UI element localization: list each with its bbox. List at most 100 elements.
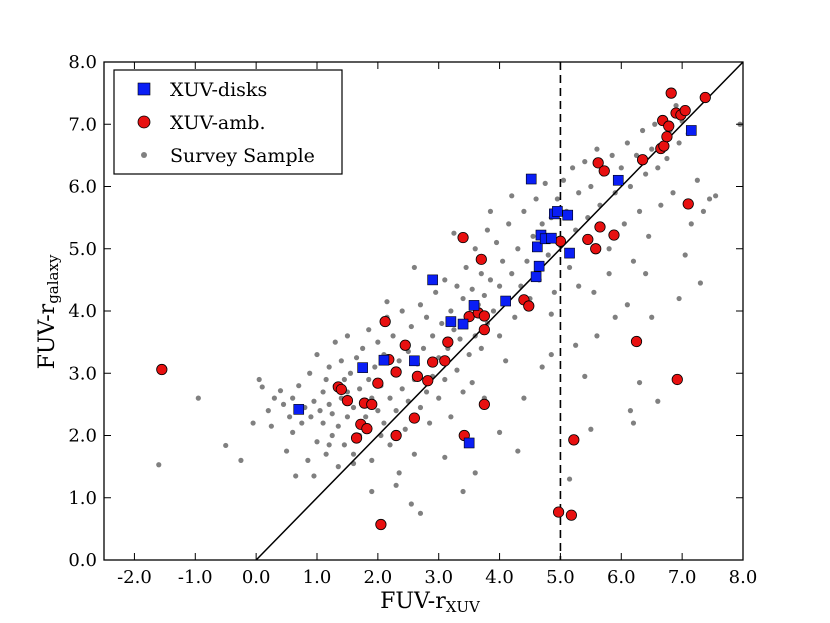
survey-point	[658, 202, 664, 208]
survey-point	[256, 376, 262, 383]
survey-point	[582, 373, 588, 379]
xuv-amb-point	[553, 506, 565, 518]
survey-point	[515, 246, 521, 252]
survey-series	[156, 102, 743, 516]
xuv-amb-point	[682, 198, 694, 210]
xuv-amb-point	[630, 335, 643, 348]
xuv-disks-point	[378, 354, 390, 366]
xuv-amb-point	[350, 432, 363, 444]
x-axis-title: FUV-rXUV	[380, 589, 481, 616]
x-tick-label: 8.0	[729, 567, 758, 588]
survey-point	[484, 227, 490, 233]
xuv-amb-point	[375, 518, 387, 531]
survey-point	[396, 470, 402, 476]
survey-point	[268, 423, 274, 429]
survey-point	[448, 414, 454, 420]
survey-point	[417, 510, 424, 516]
xuv-amb-point	[361, 423, 373, 435]
y-axis-title: FUV-rgalaxy	[35, 254, 62, 369]
survey-point	[439, 320, 445, 327]
xuv-amb-point	[442, 336, 454, 348]
xuv-amb-point	[661, 131, 673, 143]
legend-marker-survey	[141, 152, 147, 158]
survey-point	[521, 395, 527, 401]
survey-point	[670, 190, 676, 196]
survey-point	[341, 442, 347, 448]
survey-point	[496, 283, 503, 289]
survey-point	[627, 408, 634, 414]
survey-point	[299, 420, 305, 426]
xuv-amb-point	[475, 253, 487, 265]
survey-point	[496, 429, 503, 435]
survey-point	[353, 355, 360, 361]
survey-point	[387, 442, 393, 448]
xuv-disks-point	[532, 241, 543, 253]
survey-point	[624, 302, 630, 308]
survey-point	[360, 345, 366, 351]
survey-point	[594, 146, 600, 152]
xuv-amb-point	[592, 157, 604, 169]
survey-point	[329, 411, 335, 417]
survey-point	[363, 414, 369, 420]
survey-point	[341, 376, 347, 383]
survey-point	[259, 384, 265, 390]
xuv-disks-point	[468, 300, 480, 311]
survey-point	[381, 420, 387, 426]
survey-point	[411, 451, 417, 457]
x-tick-label: 7.0	[668, 567, 697, 588]
survey-point	[426, 420, 433, 426]
survey-point	[478, 271, 484, 277]
survey-point	[366, 327, 372, 333]
legend-marker-xuv-amb	[137, 115, 151, 129]
legend: XUV-disks XUV-amb. Survey Sample	[113, 69, 343, 175]
survey-point	[548, 311, 554, 317]
survey-point	[560, 177, 567, 183]
survey-point	[496, 333, 503, 339]
survey-point	[460, 295, 466, 302]
survey-point	[408, 501, 414, 507]
y-tick-label: 2.0	[68, 426, 97, 447]
survey-point	[448, 308, 454, 314]
xuv-amb-point	[411, 370, 424, 382]
xuv-disks-point	[357, 362, 368, 373]
survey-point	[509, 193, 515, 199]
xuv-disks-point	[463, 437, 475, 449]
y-tick-label: 8.0	[68, 52, 97, 73]
xuv-disks-point	[552, 206, 563, 217]
survey-point	[630, 258, 637, 264]
legend-box	[113, 69, 343, 175]
survey-point	[460, 488, 466, 495]
survey-point	[566, 264, 573, 271]
survey-point	[618, 165, 624, 171]
xuv-disks-point	[525, 173, 537, 185]
xuv-amb-point	[565, 509, 577, 521]
survey-point	[481, 292, 487, 299]
xuv-amb-point	[636, 154, 649, 166]
survey-point	[472, 470, 478, 476]
survey-point	[344, 333, 351, 339]
survey-point	[277, 388, 284, 394]
xuv-amb-point	[457, 231, 469, 244]
survey-point	[688, 221, 694, 227]
survey-point	[366, 376, 372, 383]
survey-point	[539, 364, 545, 370]
xuv-amb-point	[156, 363, 168, 376]
survey-point	[350, 451, 357, 457]
xuv-amb-point	[408, 412, 420, 424]
survey-point	[311, 473, 317, 479]
survey-point	[283, 448, 290, 454]
survey-point	[493, 239, 500, 246]
survey-point	[399, 308, 405, 314]
xuv-disks-point	[612, 174, 624, 186]
survey-point	[594, 333, 600, 339]
survey-point	[314, 439, 320, 445]
survey-point	[442, 454, 448, 460]
survey-point	[609, 152, 615, 158]
survey-point	[649, 314, 655, 320]
survey-point	[490, 308, 497, 314]
xuv-amb-point	[658, 140, 670, 152]
xuv-amb-point	[582, 233, 594, 246]
survey-point	[442, 277, 448, 283]
y-tick-label: 0.0	[68, 550, 97, 571]
